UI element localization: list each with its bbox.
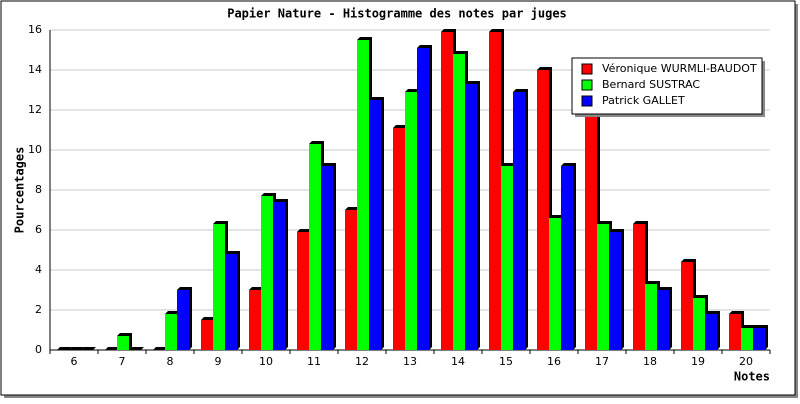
bar-shadow: [129, 347, 144, 350]
bar: [561, 166, 573, 350]
bar: [201, 320, 213, 350]
y-tick-label: 6: [35, 223, 42, 236]
x-tick-label: 13: [403, 355, 417, 368]
x-axis-label: Notes: [734, 370, 770, 384]
bar: [321, 166, 333, 350]
bar: [249, 290, 261, 350]
bar: [513, 92, 525, 350]
bar: [597, 224, 609, 350]
bar: [297, 232, 309, 350]
legend-swatch: [581, 63, 593, 75]
bar: [609, 232, 621, 350]
legend-label: Bernard SUSTRAC: [602, 78, 700, 91]
x-tick-label: 12: [355, 355, 369, 368]
y-tick-label: 14: [28, 63, 42, 76]
x-tick-label: 8: [167, 355, 174, 368]
bar-shadow: [105, 347, 120, 350]
bar-shadow: [57, 347, 72, 350]
bar: [489, 32, 501, 350]
bar: [753, 328, 765, 350]
legend-label: Patrick GALLET: [602, 94, 685, 107]
bar: [417, 48, 429, 350]
x-tick-label: 20: [739, 355, 753, 368]
legend: [571, 57, 763, 115]
bar: [369, 100, 381, 350]
x-tick-label: 14: [451, 355, 465, 368]
legend-label: Véronique WURMLI-BAUDOT: [602, 62, 757, 75]
x-tick-label: 17: [595, 355, 609, 368]
y-tick-label: 4: [35, 263, 42, 276]
bar: [177, 290, 189, 350]
bar: [549, 218, 561, 350]
bar: [273, 202, 285, 350]
bar: [465, 84, 477, 350]
y-tick-label: 10: [28, 143, 42, 156]
y-axis-label: Pourcentages: [13, 147, 27, 234]
bar: [393, 128, 405, 350]
bar-shadow: [69, 347, 84, 350]
bar: [405, 92, 417, 350]
bar: [345, 210, 357, 350]
bar: [261, 196, 273, 350]
bar: [225, 254, 237, 350]
y-tick-label: 0: [35, 343, 42, 356]
y-tick-label: 8: [35, 183, 42, 196]
bar: [117, 336, 129, 350]
x-tick-label: 18: [643, 355, 657, 368]
x-tick-label: 19: [691, 355, 705, 368]
bar: [741, 328, 753, 350]
bar: [681, 262, 693, 350]
bar: [537, 70, 549, 350]
x-tick-label: 9: [215, 355, 222, 368]
y-tick-label: 12: [28, 103, 42, 116]
bar: [501, 166, 513, 350]
bar: [705, 314, 717, 350]
x-tick-label: 11: [307, 355, 321, 368]
legend-swatch: [581, 95, 593, 107]
bar-shadow: [81, 347, 96, 350]
x-tick-label: 6: [71, 355, 78, 368]
bar-shadow: [153, 347, 168, 350]
bar: [453, 54, 465, 350]
legend-swatch: [581, 79, 593, 91]
bar: [441, 32, 453, 350]
bar: [693, 298, 705, 350]
y-tick-label: 2: [35, 303, 42, 316]
bar: [165, 314, 177, 350]
bar: [585, 110, 597, 350]
x-tick-label: 16: [547, 355, 561, 368]
bar: [729, 314, 741, 350]
x-tick-label: 15: [499, 355, 513, 368]
bar: [357, 40, 369, 350]
x-tick-label: 7: [119, 355, 126, 368]
bar: [213, 224, 225, 350]
bar: [645, 284, 657, 350]
chart-title: Papier Nature - Histogramme des notes pa…: [227, 7, 567, 21]
bar: [633, 224, 645, 350]
bar: [309, 144, 321, 350]
y-tick-label: 16: [28, 23, 42, 36]
x-tick-label: 10: [259, 355, 273, 368]
bar: [657, 290, 669, 350]
